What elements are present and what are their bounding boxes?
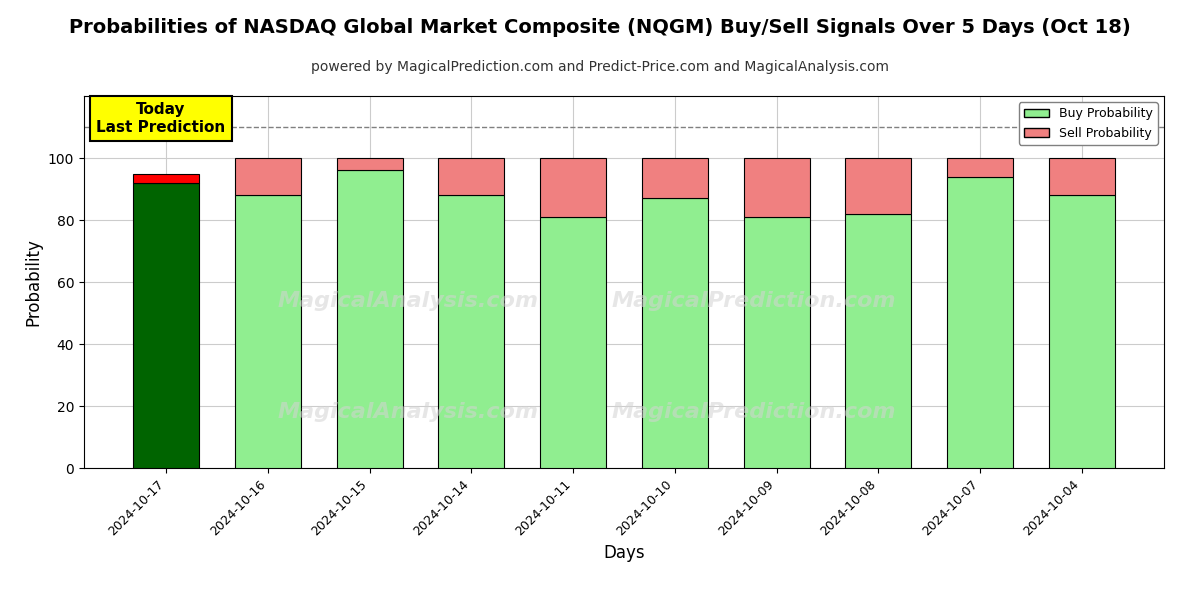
Bar (235, 158, 301, 195)
Text: powered by MagicalPrediction.com and Predict-Price.com and MagicalAnalysis.com: powered by MagicalPrediction.com and Pre… (311, 60, 889, 74)
Bar (845, 158, 912, 214)
Bar (133, 173, 199, 183)
Text: MagicalAnalysis.com: MagicalAnalysis.com (277, 290, 539, 311)
Legend: Buy Probability, Sell Probability: Buy Probability, Sell Probability (1019, 102, 1158, 145)
Bar (642, 198, 708, 468)
Bar (642, 158, 708, 198)
Bar (744, 158, 810, 217)
X-axis label: Days: Days (604, 544, 644, 562)
Text: MagicalAnalysis.com: MagicalAnalysis.com (277, 402, 539, 422)
Bar (336, 170, 403, 468)
Bar (438, 195, 504, 468)
Bar (336, 158, 403, 170)
Bar (744, 217, 810, 468)
Bar (540, 158, 606, 217)
Bar (1049, 195, 1115, 468)
Text: Today
Last Prediction: Today Last Prediction (96, 102, 226, 134)
Bar (1049, 158, 1115, 195)
Y-axis label: Probability: Probability (24, 238, 42, 326)
Text: MagicalPrediction.com: MagicalPrediction.com (611, 402, 896, 422)
Bar (540, 217, 606, 468)
Text: Probabilities of NASDAQ Global Market Composite (NQGM) Buy/Sell Signals Over 5 D: Probabilities of NASDAQ Global Market Co… (70, 18, 1130, 37)
Text: MagicalPrediction.com: MagicalPrediction.com (611, 290, 896, 311)
Bar (947, 176, 1013, 468)
Bar (845, 214, 912, 468)
Bar (235, 195, 301, 468)
Bar (947, 158, 1013, 176)
Bar (438, 158, 504, 195)
Bar (133, 183, 199, 468)
